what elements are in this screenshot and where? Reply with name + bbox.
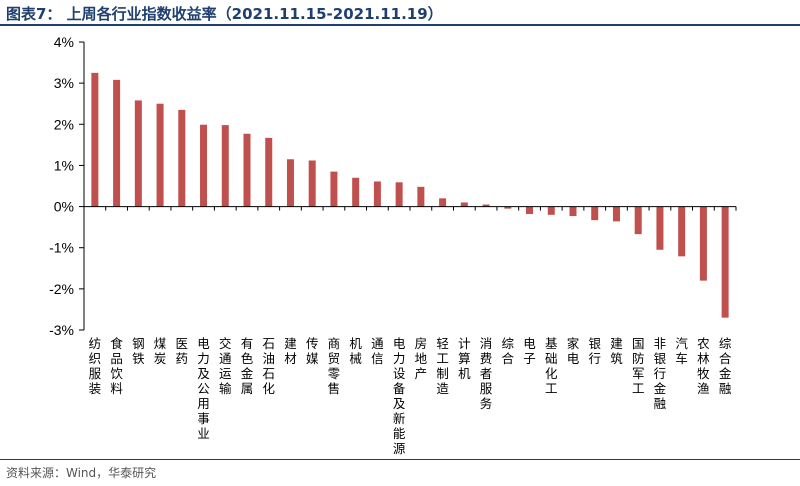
bar — [504, 206, 512, 209]
bar — [569, 206, 577, 217]
bar — [286, 159, 294, 207]
y-tick-label: 0% — [54, 199, 74, 215]
x-category-label: 房地产 — [415, 336, 428, 381]
x-category-label: 银行 — [588, 336, 601, 366]
x-category-label: 建材 — [284, 336, 297, 366]
bar — [612, 206, 620, 222]
x-category-label: 家电 — [567, 336, 580, 366]
y-tick-label: 4% — [54, 34, 74, 50]
bar — [439, 198, 447, 207]
x-category-label: 医药 — [176, 336, 189, 366]
bar — [200, 124, 208, 207]
y-tick-label: 3% — [54, 75, 74, 91]
bar — [373, 181, 381, 207]
x-category-label: 钢铁 — [132, 336, 145, 366]
x-category-label: 电力设备及新能源 — [393, 336, 406, 456]
bar — [591, 206, 599, 221]
bar — [634, 206, 642, 235]
y-tick-label: -3% — [49, 322, 74, 338]
x-category-label: 石油石化 — [262, 336, 275, 396]
x-category-label: 建筑 — [610, 336, 623, 366]
bar — [656, 206, 664, 250]
x-category-label: 食品饮料 — [110, 336, 123, 396]
x-category-label: 机械 — [349, 336, 362, 366]
bar — [699, 206, 707, 281]
bar — [482, 204, 490, 207]
bar — [134, 100, 142, 207]
x-category-label: 综合 — [502, 336, 515, 366]
bar — [156, 103, 164, 207]
zero-axis — [83, 206, 737, 211]
bar — [352, 177, 360, 207]
x-category-label: 纺织服装 — [89, 336, 102, 396]
y-tick-label: 2% — [54, 116, 74, 132]
x-category-label: 有色金属 — [241, 336, 254, 396]
y-tick-label: -2% — [49, 281, 74, 297]
x-category-label: 交通运输 — [219, 336, 232, 396]
x-axis-labels: 纺织服装食品饮料钢铁煤炭医药电力及公用事业交通运输有色金属石油石化建材传媒商贸零… — [89, 336, 732, 456]
y-axis: -3% -2% -1% 0% 1% 2% 3% 4% — [49, 34, 85, 338]
x-category-label: 消费者服务 — [480, 336, 493, 411]
x-category-label: 基础化工 — [545, 336, 558, 396]
bar — [243, 133, 251, 207]
bar — [308, 160, 316, 207]
bar — [178, 109, 186, 207]
bar — [678, 206, 686, 257]
bar — [330, 171, 338, 207]
bar — [113, 79, 121, 207]
bar — [395, 182, 403, 207]
footer-divider — [0, 459, 800, 460]
bar — [526, 206, 534, 214]
x-category-label: 轻工制造 — [436, 336, 449, 396]
bar — [417, 186, 425, 207]
bar — [221, 125, 229, 207]
title-bar: 图表7： 上周各行业指数收益率（2021.11.15-2021.11.19） — [0, 0, 800, 26]
bar — [547, 206, 555, 215]
bar — [721, 206, 729, 318]
bar — [460, 202, 468, 207]
x-category-label: 农林牧渔 — [697, 336, 710, 396]
x-category-label: 通信 — [371, 336, 384, 366]
x-category-label: 计算机 — [458, 336, 471, 381]
bar-chart: -3% -2% -1% 0% 1% 2% 3% 4% 纺织服装食品饮料钢铁煤炭医药电力及公用事… — [49, 34, 737, 456]
source-note: 资料来源：Wind，华泰研究 — [6, 466, 157, 480]
title-divider — [0, 24, 800, 26]
x-category-label: 电力及公用事业 — [197, 336, 210, 441]
x-category-label: 煤炭 — [154, 336, 167, 366]
x-category-label: 综合金融 — [719, 336, 732, 396]
bar — [91, 72, 99, 207]
x-category-label: 非银行金融 — [654, 336, 667, 411]
x-category-label: 电子 — [523, 336, 536, 366]
x-category-label: 商贸零售 — [328, 336, 341, 396]
bar — [265, 137, 273, 207]
x-category-label: 国防军工 — [632, 336, 645, 396]
y-tick-label: 1% — [54, 157, 74, 173]
chart-title: 图表7： 上周各行业指数收益率（2021.11.15-2021.11.19） — [6, 5, 443, 23]
x-category-label: 传媒 — [306, 336, 319, 366]
y-tick-label: -1% — [49, 240, 74, 256]
bars — [91, 72, 729, 318]
x-category-label: 汽车 — [675, 336, 688, 366]
